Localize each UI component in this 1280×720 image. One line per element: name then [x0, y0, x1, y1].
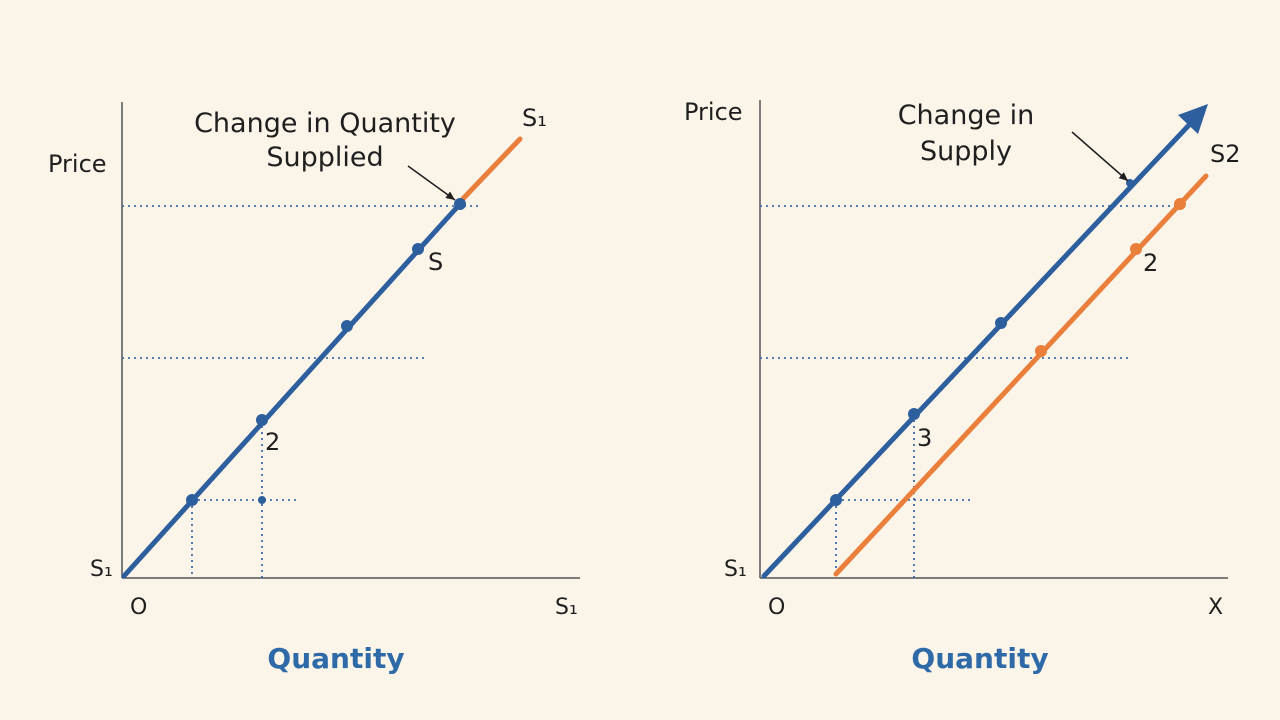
- left-supply-curve-orange: [455, 136, 523, 207]
- right-points: [830, 179, 1186, 506]
- right-supply-curve-shifted: [833, 173, 1209, 577]
- left-points: [186, 198, 466, 506]
- left-point-4: [412, 243, 424, 255]
- right-y-axis-label: Price: [684, 98, 743, 126]
- left-origin-label: O: [130, 595, 147, 620]
- left-supply-curve: [121, 201, 463, 579]
- left-panel: Price Change in Quantity Supplied S₁ S 2…: [48, 102, 580, 675]
- right-annotation-arrow: [1071, 131, 1129, 182]
- left-point-1: [186, 494, 198, 506]
- right-point-blue-3: [995, 317, 1007, 329]
- right-x-axis-label: Quantity: [911, 642, 1048, 675]
- right-point-orange-1: [1035, 345, 1047, 357]
- left-annotation-line2: Supplied: [266, 142, 383, 173]
- right-supply-curve: [761, 121, 1193, 579]
- right-point-orange-3: [1174, 198, 1186, 210]
- right-annotation-line1: Change in: [898, 100, 1035, 131]
- right-point-orange-2: [1130, 243, 1142, 255]
- right-panel: Price Change in Supply S2 2 3 S₁ O X Qua…: [684, 98, 1241, 675]
- right-point-blue-2: [908, 408, 920, 420]
- right-x-axis-end-label: X: [1208, 595, 1223, 620]
- right-guides: [760, 205, 1180, 578]
- left-x-axis-end-label: S₁: [555, 595, 578, 620]
- right-supply-arrowhead: [1178, 104, 1208, 134]
- right-shifted-curve-label: S2: [1210, 140, 1241, 168]
- right-origin-label: O: [768, 595, 785, 620]
- right-annotation-line2: Supply: [920, 136, 1012, 167]
- left-curve-mid-label: S: [428, 248, 443, 276]
- left-x-axis-label: Quantity: [267, 642, 404, 675]
- right-point-label-orange: 2: [1143, 249, 1158, 277]
- left-annotation-line1: Change in Quantity: [194, 108, 456, 139]
- left-curve-start-label: S₁: [90, 557, 113, 582]
- left-curve-top-label: S₁: [522, 104, 547, 132]
- right-point-label-blue: 3: [917, 424, 932, 452]
- left-point-label: 2: [265, 428, 280, 456]
- left-y-axis-label: Price: [48, 150, 107, 178]
- right-curve-start-label: S₁: [724, 557, 747, 582]
- left-annotation-arrow: [407, 165, 456, 201]
- left-point-2: [256, 414, 268, 426]
- right-point-blue-1: [830, 494, 842, 506]
- left-point-5: [454, 198, 466, 210]
- left-point-3: [341, 320, 353, 332]
- left-point-guide: [258, 496, 266, 504]
